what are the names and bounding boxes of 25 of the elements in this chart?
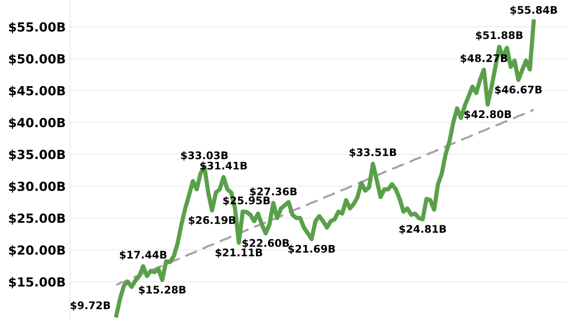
data-label: $31.41B xyxy=(200,162,247,171)
y-tick-label: $50.00B xyxy=(9,54,65,66)
y-tick-label: $45.00B xyxy=(9,86,65,98)
data-label: $55.84B xyxy=(510,6,558,16)
y-tick-label: $20.00B xyxy=(9,245,65,256)
data-label: $33.03B xyxy=(181,151,228,161)
y-tick-label: $15.00B xyxy=(9,277,65,288)
data-label: $21.69B xyxy=(288,244,335,254)
data-label: $22.60B xyxy=(242,238,289,248)
y-tick-label: $55.00B xyxy=(9,22,65,34)
data-label: $27.36B xyxy=(250,187,297,197)
line-series xyxy=(115,108,535,286)
y-tick-label: $30.00B xyxy=(9,181,65,193)
data-label: $46.67B xyxy=(495,85,542,95)
data-label: $33.51B xyxy=(350,148,396,158)
data-label: $21.11B xyxy=(216,248,262,258)
data-label: $17.44B xyxy=(120,250,166,260)
data-label: $51.88B xyxy=(476,31,523,40)
y-tick-label: $35.00B xyxy=(9,150,65,161)
y-tick-label: $40.00B xyxy=(9,118,65,129)
data-label: $15.28B xyxy=(139,286,186,295)
data-label: $42.80B xyxy=(464,110,512,120)
data-label: $9.72B xyxy=(70,301,110,311)
y-tick-label: $25.00B xyxy=(9,213,65,225)
data-label: $24.81B xyxy=(399,224,446,234)
